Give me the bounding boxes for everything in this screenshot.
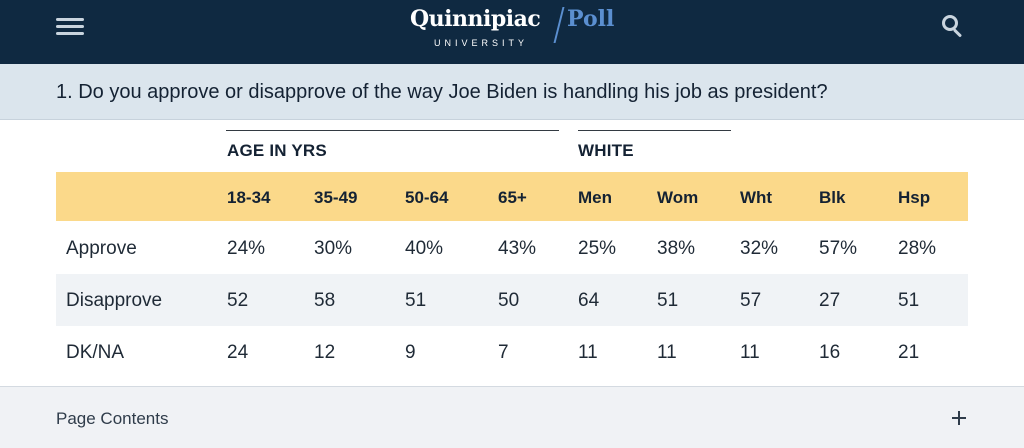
table-cell: 38% [657,238,696,259]
table-row-disapprove [56,274,968,326]
table-cell: 21 [898,342,920,363]
logo-slash [553,7,565,43]
table-cell: 7 [498,342,509,363]
column-header: 50-64 [405,188,449,207]
table-cell: 51 [657,290,679,311]
search-icon-handle [952,28,963,38]
search-icon-ring [942,15,958,31]
column-header: Blk [819,188,846,207]
logo-name: Quinnipiac [410,6,541,32]
page-contents-bar[interactable]: Page Contents [0,386,1024,448]
logo-poll: Poll [567,6,615,32]
column-header: 35-49 [314,188,358,207]
site-header: Quinnipiac Poll UNIVERSITY [0,0,1024,64]
column-header-band [56,172,968,221]
table-cell: 30% [314,238,353,259]
table-cell: 27 [819,290,841,311]
table-cell: 32% [740,238,779,259]
table-cell: 58 [314,290,336,311]
logo-university: UNIVERSITY [434,38,529,48]
table-cell: 28% [898,238,937,259]
table-cell: 11 [578,342,598,363]
column-header: Wht [740,188,773,207]
plus-icon[interactable] [952,411,966,425]
table-cell: 50 [498,290,520,311]
table-cell: 52 [227,290,249,311]
column-header: 18-34 [227,188,271,207]
hamburger-menu-icon[interactable] [56,16,84,38]
row-label: DK/NA [66,342,125,363]
group-rule-age [226,130,559,131]
quinnipiac-poll-logo[interactable]: Quinnipiac Poll UNIVERSITY [410,6,620,50]
table-cell: 9 [405,342,416,363]
question-text: 1. Do you approve or disapprove of the w… [56,81,828,103]
question-band: 1. Do you approve or disapprove of the w… [0,64,1024,120]
table-cell: 11 [657,342,677,363]
group-label-white: WHITE [578,141,634,160]
table-cell: 40% [405,238,444,259]
table-cell: 24 [227,342,249,363]
table-cell: 64 [578,290,600,311]
table-cell: 16 [819,342,841,363]
table-cell: 25% [578,238,617,259]
group-label-age: AGE IN YRS [227,141,327,160]
table-cell: 43% [498,238,537,259]
row-label: Approve [66,238,137,259]
table-cell: 11 [740,342,760,363]
table-cell: 12 [314,342,336,363]
menu-bar [56,25,84,28]
table-cell: 24% [227,238,266,259]
table-cell: 51 [405,290,427,311]
menu-bar [56,18,84,21]
row-label: Disapprove [66,290,163,311]
menu-bar [56,32,84,35]
table-cell: 57 [740,290,762,311]
group-rule-white [578,130,731,131]
column-header: Wom [657,188,699,207]
column-header: Hsp [898,188,931,207]
column-header: 65+ [498,188,527,207]
page-contents-label[interactable]: Page Contents [56,409,169,428]
column-header: Men [578,188,612,207]
search-icon[interactable] [942,15,966,39]
table-cell: 51 [898,290,920,311]
table-cell: 57% [819,238,858,259]
